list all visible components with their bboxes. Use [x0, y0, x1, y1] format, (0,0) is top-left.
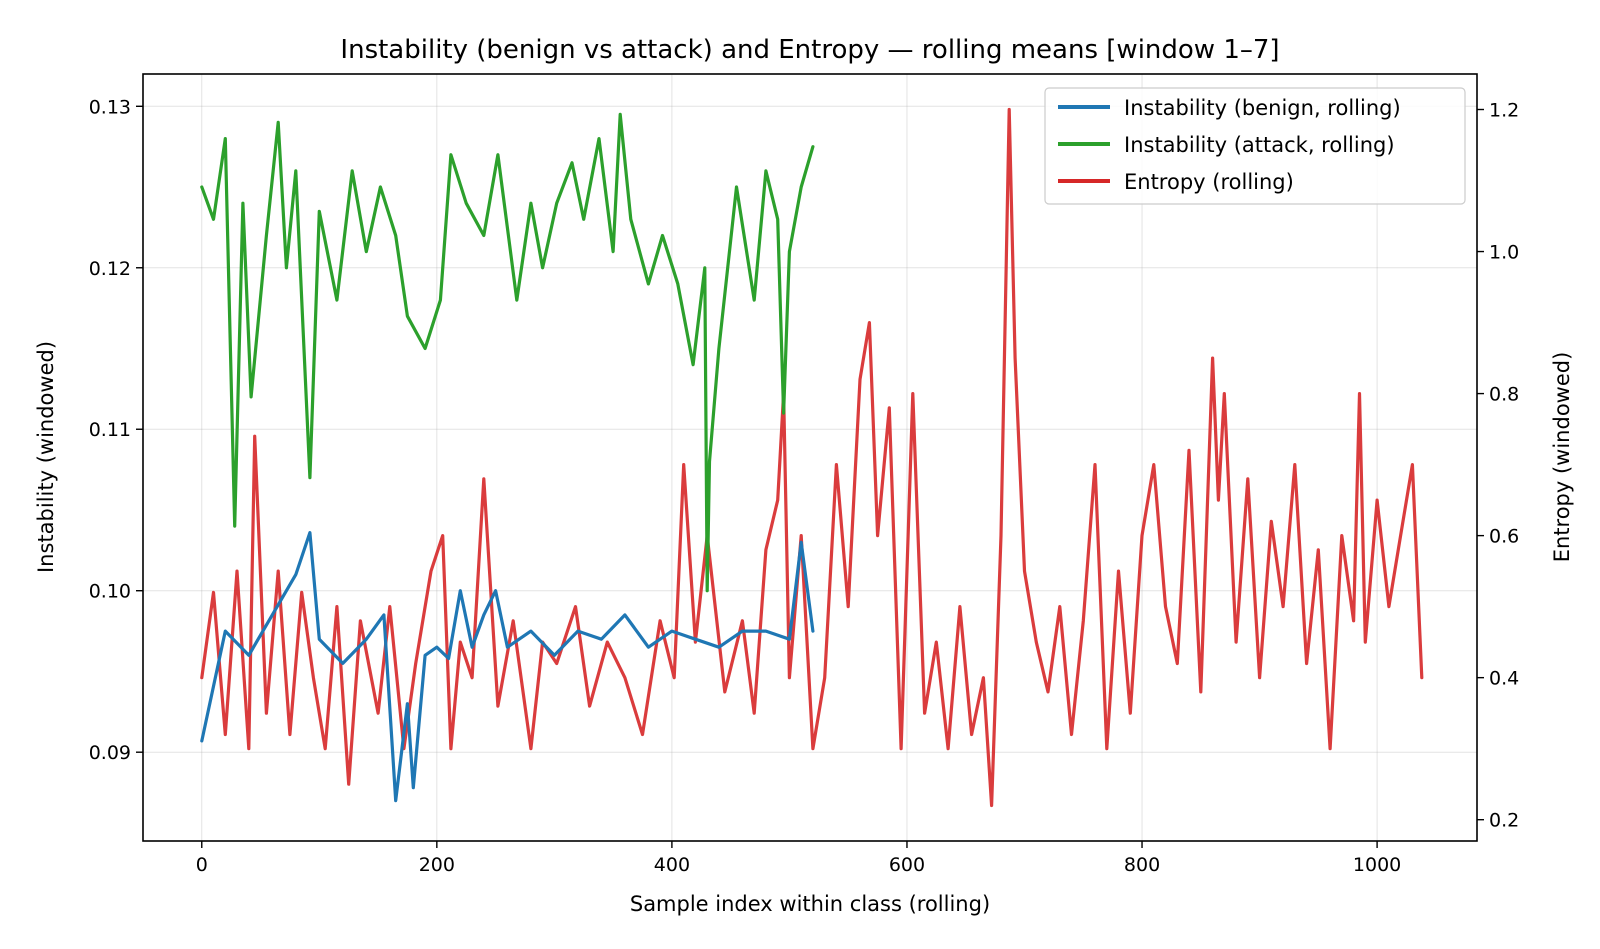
y-left-tick-label: 0.10 [89, 581, 131, 603]
legend-label-entropy: Entropy (rolling) [1124, 170, 1294, 194]
y-right-tick-label: 0.4 [1489, 668, 1519, 690]
x-tick-label: 0 [196, 854, 208, 876]
legend-box [1044, 87, 1466, 205]
y-left-tick-label: 0.12 [89, 258, 131, 280]
y-axis-right: 0.2 0.4 0.6 0.8 1.0 1.2 [1477, 100, 1519, 832]
y-right-tick-label: 0.6 [1489, 526, 1519, 548]
chart-title: Instability (benign vs attack) and Entro… [340, 35, 1279, 65]
x-tick-label: 600 [889, 854, 925, 876]
x-tick-label: 800 [1124, 854, 1160, 876]
y-left-tick-label: 0.11 [89, 419, 131, 441]
plot-frame [142, 73, 1478, 842]
y-left-tick-label: 0.09 [89, 742, 131, 764]
x-axis-label: Sample index within class (rolling) [630, 892, 990, 916]
y-right-tick-label: 0.2 [1489, 810, 1519, 832]
x-axis: 0 200 400 600 800 1000 [196, 841, 1401, 876]
y-right-tick-label: 0.8 [1489, 384, 1519, 406]
legend-label-benign: Instability (benign, rolling) [1124, 96, 1401, 120]
legend-label-attack: Instability (attack, rolling) [1124, 133, 1395, 157]
series-layer [200, 107, 1424, 808]
y-right-tick-label: 1.0 [1489, 242, 1519, 264]
y-right-tick-label: 1.2 [1489, 100, 1519, 122]
series-line-benign [200, 530, 815, 803]
y-axis-right-label: Entropy (windowed) [1550, 352, 1574, 563]
x-tick-label: 200 [419, 854, 455, 876]
legend: Instability (benign, rolling) Instabilit… [1044, 87, 1466, 205]
y-axis-left-label: Instability (windowed) [34, 341, 58, 573]
y-left-tick-label: 0.13 [89, 96, 131, 118]
x-tick-label: 400 [654, 854, 690, 876]
y-axis-left: 0.09 0.10 0.11 0.12 0.13 [89, 96, 143, 764]
series-line-attack [200, 112, 815, 593]
x-tick-label: 1000 [1353, 854, 1401, 876]
